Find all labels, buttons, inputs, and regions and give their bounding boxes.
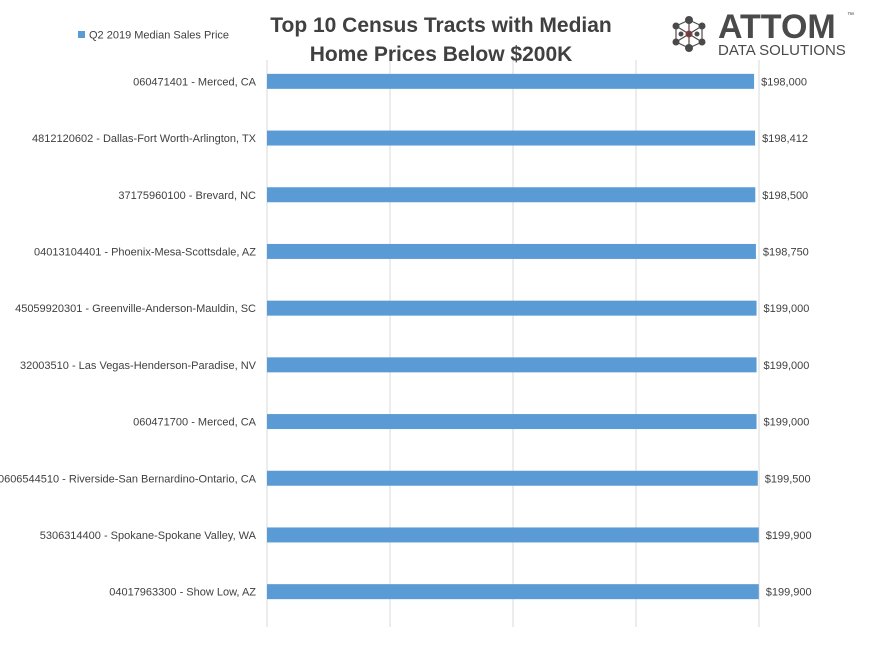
chart-title-line-1: Top 10 Census Tracts with Median (270, 14, 612, 37)
category-label: 37175960100 - Brevard, NC (118, 190, 256, 202)
data-label: $198,412 (762, 133, 808, 145)
legend-label: Q2 2019 Median Sales Price (89, 30, 229, 42)
category-labels: 060471401 - Merced, CA 4812120602 - Dalla… (0, 76, 257, 598)
bar (267, 73, 755, 89)
category-label: 4812120602 - Dallas-Fort Worth-Arlington… (32, 133, 257, 145)
bar (267, 130, 756, 146)
category-label: 060471401 - Merced, CA (133, 76, 257, 88)
bar (267, 584, 759, 600)
data-label: $198,500 (762, 190, 808, 202)
logo-wordmark: ATTOM (718, 8, 836, 46)
category-label: 060471700 - Merced, CA (133, 417, 257, 429)
data-label: $199,900 (766, 587, 812, 599)
category-label: 04017963300 - Show Low, AZ (109, 587, 256, 599)
bar (267, 187, 756, 203)
category-label: 32003510 - Las Vegas-Henderson-Paradise,… (20, 360, 257, 372)
logo-tagline: DATA SOLUTIONS (718, 42, 846, 59)
bar (267, 300, 757, 316)
bar (267, 414, 757, 430)
data-label: $199,000 (764, 303, 810, 315)
category-label: 0606544510 - Riverside-San Bernardino-On… (0, 473, 257, 485)
legend-swatch (78, 31, 85, 38)
bar (267, 527, 759, 543)
data-label: $198,750 (763, 246, 809, 258)
bar (267, 357, 757, 373)
data-label: $199,500 (765, 473, 811, 485)
bar (267, 470, 758, 486)
data-label: $199,000 (764, 360, 810, 372)
category-label: 45059920301 - Greenville-Anderson-Mauldi… (15, 303, 256, 315)
bars (267, 73, 759, 600)
bar (267, 243, 756, 259)
data-label: $199,900 (766, 530, 812, 542)
attom-logo: ATTOM ™ DATA SOLUTIONS (672, 8, 854, 59)
atom-network-icon (672, 16, 706, 52)
legend: Q2 2019 Median Sales Price (78, 30, 229, 42)
data-label: $198,000 (761, 76, 807, 88)
logo-trademark: ™ (847, 12, 854, 19)
category-label: 5306314400 - Spokane-Spokane Valley, WA (40, 530, 257, 542)
chart-title-line-2: Home Prices Below $200K (310, 43, 573, 66)
data-label: $199,000 (764, 417, 810, 429)
data-labels: $198,000 $198,412 $198,500 $198,750 $199,000… (761, 76, 812, 598)
category-label: 04013104401 - Phoenix-Mesa-Scottsdale, A… (34, 246, 256, 258)
